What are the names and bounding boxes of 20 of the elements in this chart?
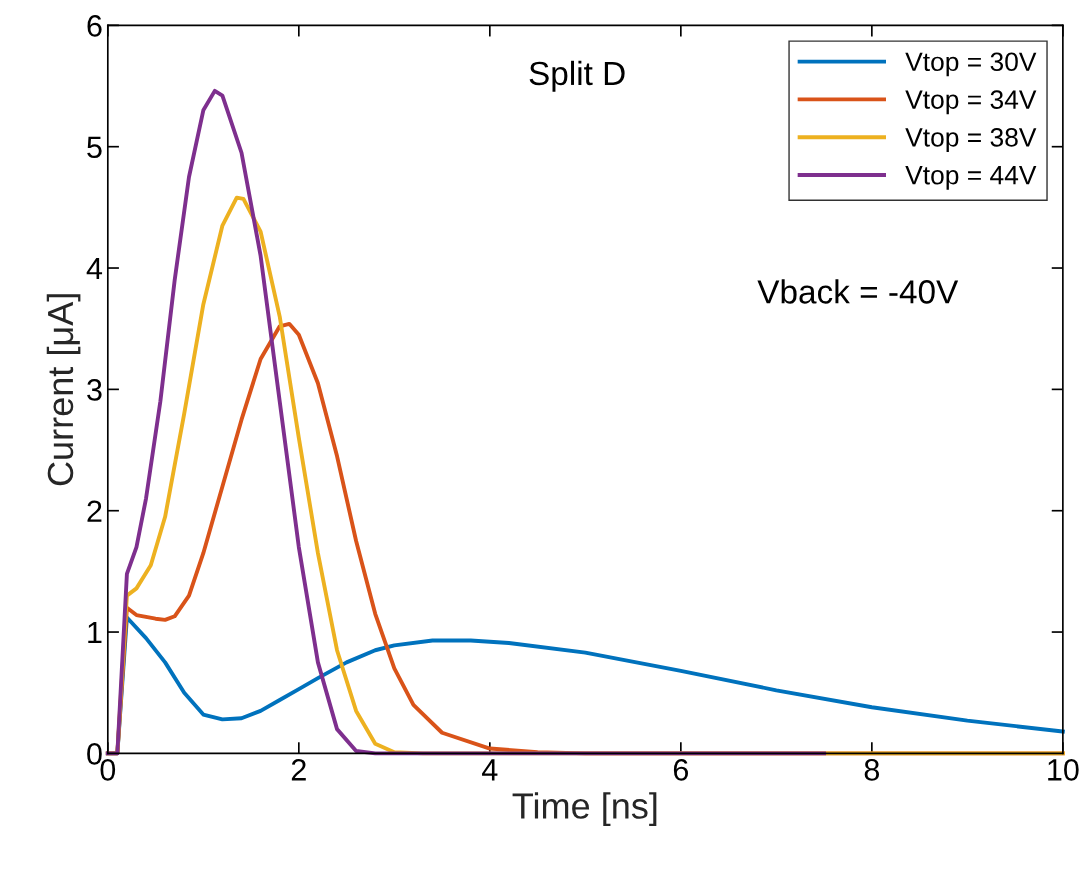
- legend-label: Vtop = 30V: [905, 52, 1037, 77]
- y-tick-label: 2: [87, 500, 102, 522]
- y-axis-title: Current [μA]: [46, 294, 81, 486]
- y-tick-label: 6: [87, 15, 102, 37]
- x-tick-label: 4: [482, 759, 498, 781]
- legend-label: Vtop = 44V: [905, 166, 1037, 190]
- y-tick-label: 1: [88, 622, 102, 644]
- annotation: Vback = -40V: [757, 279, 959, 304]
- y-tick-label: 5: [87, 136, 102, 159]
- y-tick-label: 0: [87, 743, 102, 765]
- x-axis-title: Time [ns]: [512, 792, 657, 826]
- x-tick-label: 8: [864, 759, 880, 781]
- y-tick-label: 4: [86, 258, 103, 280]
- annotation: Split D: [529, 60, 625, 92]
- x-tick-label: 6: [673, 759, 688, 781]
- y-tick-label: 3: [87, 379, 102, 401]
- x-tick-label: 2: [291, 759, 306, 781]
- legend-label: Vtop = 38V: [905, 128, 1037, 152]
- legend-label: Vtop = 34V: [905, 90, 1037, 115]
- x-tick-label: 10: [1048, 759, 1079, 781]
